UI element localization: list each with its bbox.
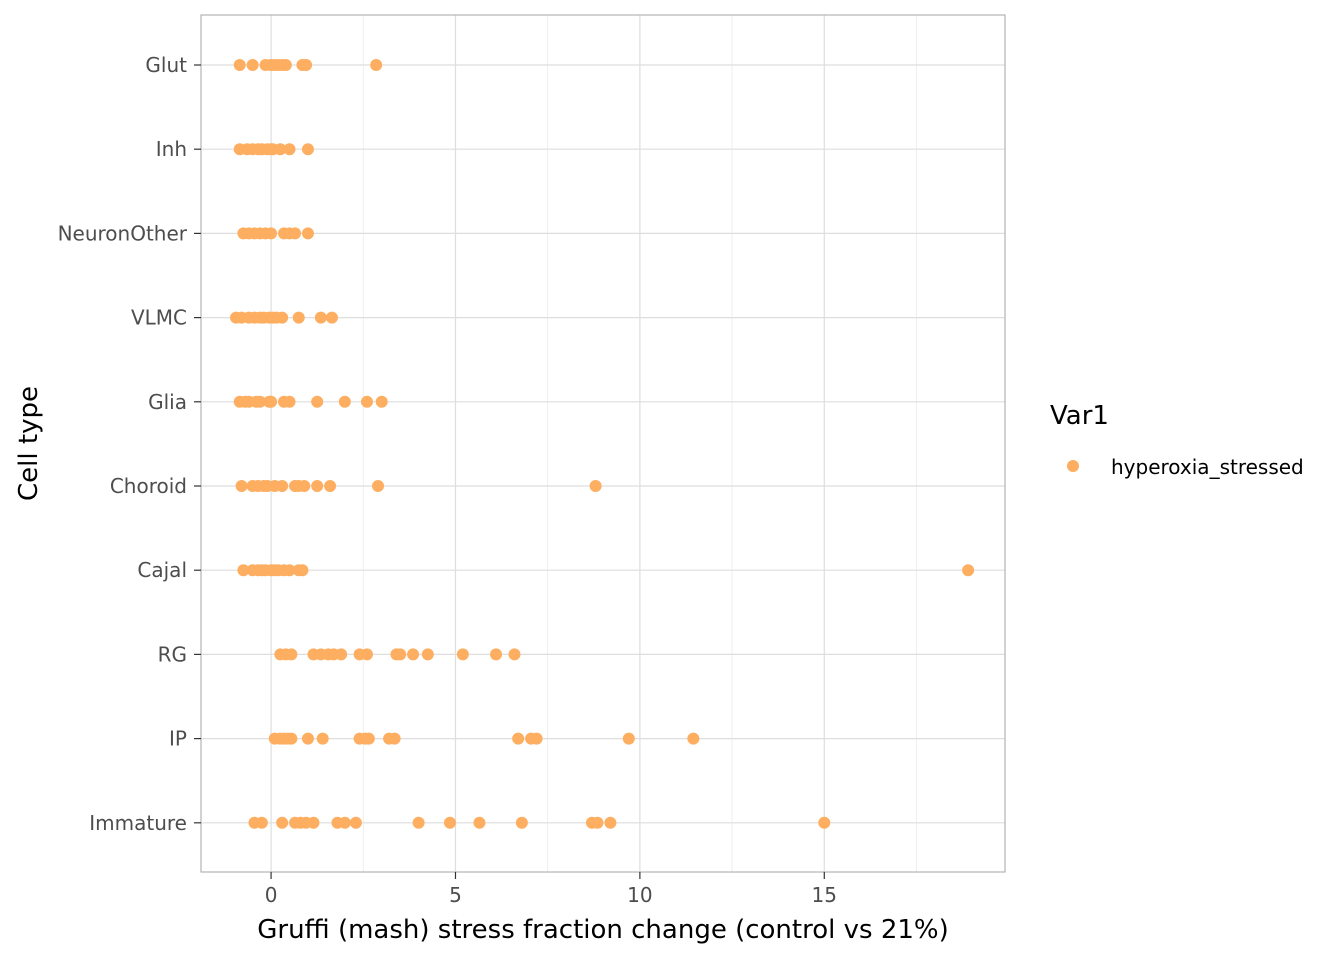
data-point xyxy=(276,311,289,324)
data-point xyxy=(314,311,327,324)
data-point xyxy=(443,816,456,829)
data-point xyxy=(311,480,324,492)
data-point xyxy=(254,395,267,408)
data-point xyxy=(591,816,604,829)
y-axis-ticks: Glut Inh NeuronOther VLMC Glia Choroid Cajal RG… xyxy=(58,53,201,835)
data-point xyxy=(530,732,543,745)
data-point xyxy=(589,480,602,492)
y-tick-label: Inh xyxy=(156,137,187,161)
data-point xyxy=(338,816,351,829)
x-tick-label: 5 xyxy=(449,883,462,907)
legend-key-hyperoxia-stressed xyxy=(1067,460,1079,472)
data-point xyxy=(421,648,434,661)
data-point xyxy=(407,648,420,661)
data-point xyxy=(255,816,268,829)
x-axis-ticks: 0 5 10 15 xyxy=(265,872,837,907)
data-point xyxy=(301,227,314,240)
y-axis-title: Cell type xyxy=(14,386,44,501)
data-point xyxy=(335,648,348,661)
y-tick-label: RG xyxy=(158,642,187,666)
data-point xyxy=(412,816,425,829)
data-point xyxy=(349,816,362,829)
data-point xyxy=(265,227,278,240)
data-point xyxy=(490,648,503,661)
data-point xyxy=(237,564,250,577)
data-point xyxy=(325,311,338,324)
x-tick-label: 0 xyxy=(265,883,278,907)
y-tick-label: Choroid xyxy=(110,474,187,498)
y-tick-label: Immature xyxy=(89,811,187,835)
data-point xyxy=(289,227,302,240)
data-point xyxy=(818,816,831,829)
data-point xyxy=(604,816,617,829)
legend: Var1 hyperoxia_stressed xyxy=(1050,401,1304,479)
data-points xyxy=(230,59,975,829)
legend-label-hyperoxia-stressed: hyperoxia_stressed xyxy=(1111,455,1304,479)
data-point xyxy=(362,732,375,745)
data-point xyxy=(515,816,528,829)
y-tick-label: NeuronOther xyxy=(58,221,188,245)
data-point xyxy=(456,648,469,661)
data-point xyxy=(394,648,407,661)
data-point xyxy=(311,395,324,408)
data-point xyxy=(276,480,289,492)
data-point xyxy=(508,648,521,661)
data-point xyxy=(276,816,289,829)
data-point xyxy=(316,732,329,745)
data-point xyxy=(324,480,337,492)
data-point xyxy=(307,816,320,829)
data-point xyxy=(285,648,298,661)
data-point xyxy=(473,816,486,829)
y-tick-label: Cajal xyxy=(137,558,187,582)
y-tick-label: VLMC xyxy=(131,306,187,330)
data-point xyxy=(285,732,298,745)
data-point xyxy=(265,395,278,408)
data-point xyxy=(283,564,296,577)
data-point xyxy=(235,480,248,492)
data-point xyxy=(301,143,314,156)
panel-border xyxy=(200,14,1006,873)
data-point xyxy=(296,564,309,577)
data-point xyxy=(298,480,311,492)
data-point xyxy=(279,59,292,71)
data-point xyxy=(338,395,351,408)
data-point xyxy=(283,395,296,408)
data-point xyxy=(300,59,313,71)
data-point xyxy=(274,143,287,156)
data-point xyxy=(233,59,246,71)
data-point xyxy=(372,480,385,492)
data-point xyxy=(360,648,373,661)
x-axis-title: Gruffi (mash) stress fraction change (co… xyxy=(257,915,949,945)
x-tick-label: 10 xyxy=(627,883,652,907)
grid-minor xyxy=(362,15,917,872)
data-point xyxy=(622,732,635,745)
x-tick-label: 15 xyxy=(812,883,837,907)
data-point xyxy=(370,59,383,71)
data-point xyxy=(283,143,296,156)
data-point xyxy=(301,732,314,745)
data-point xyxy=(292,311,305,324)
y-tick-label: Glut xyxy=(145,53,187,77)
data-point xyxy=(512,732,525,745)
data-point xyxy=(360,395,373,408)
data-point xyxy=(246,59,259,71)
legend-title: Var1 xyxy=(1050,401,1109,431)
data-point xyxy=(375,395,388,408)
y-tick-label: IP xyxy=(169,727,187,751)
y-tick-label: Glia xyxy=(148,390,187,414)
data-point xyxy=(687,732,700,745)
data-point xyxy=(962,564,975,577)
data-point xyxy=(388,732,401,745)
